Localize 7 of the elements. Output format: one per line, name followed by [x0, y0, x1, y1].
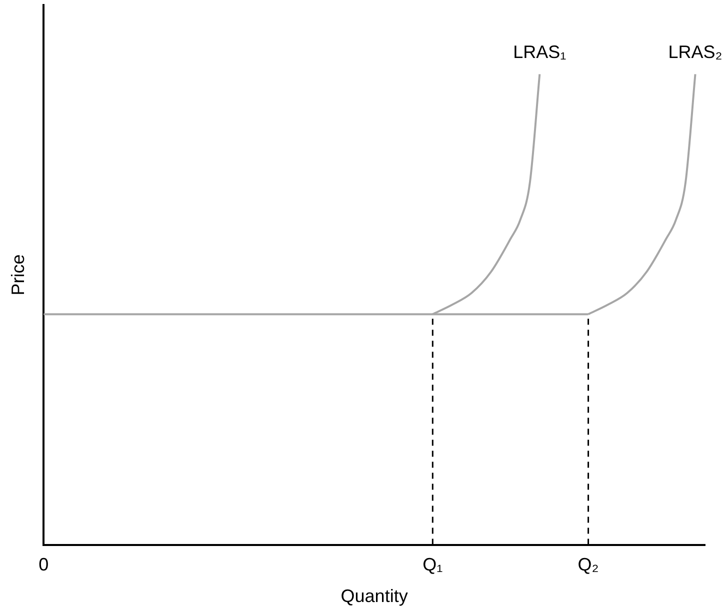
series-label: LRAS₁ — [513, 42, 566, 62]
x-tick-label: Q₁ — [422, 554, 443, 575]
x-tick-label: 0 — [38, 554, 49, 575]
x-axis-title: Quantity — [340, 586, 408, 606]
y-axis-title: Price — [8, 254, 28, 296]
series-label: LRAS₂ — [668, 42, 722, 62]
x-tick-label: Q₂ — [578, 554, 599, 575]
